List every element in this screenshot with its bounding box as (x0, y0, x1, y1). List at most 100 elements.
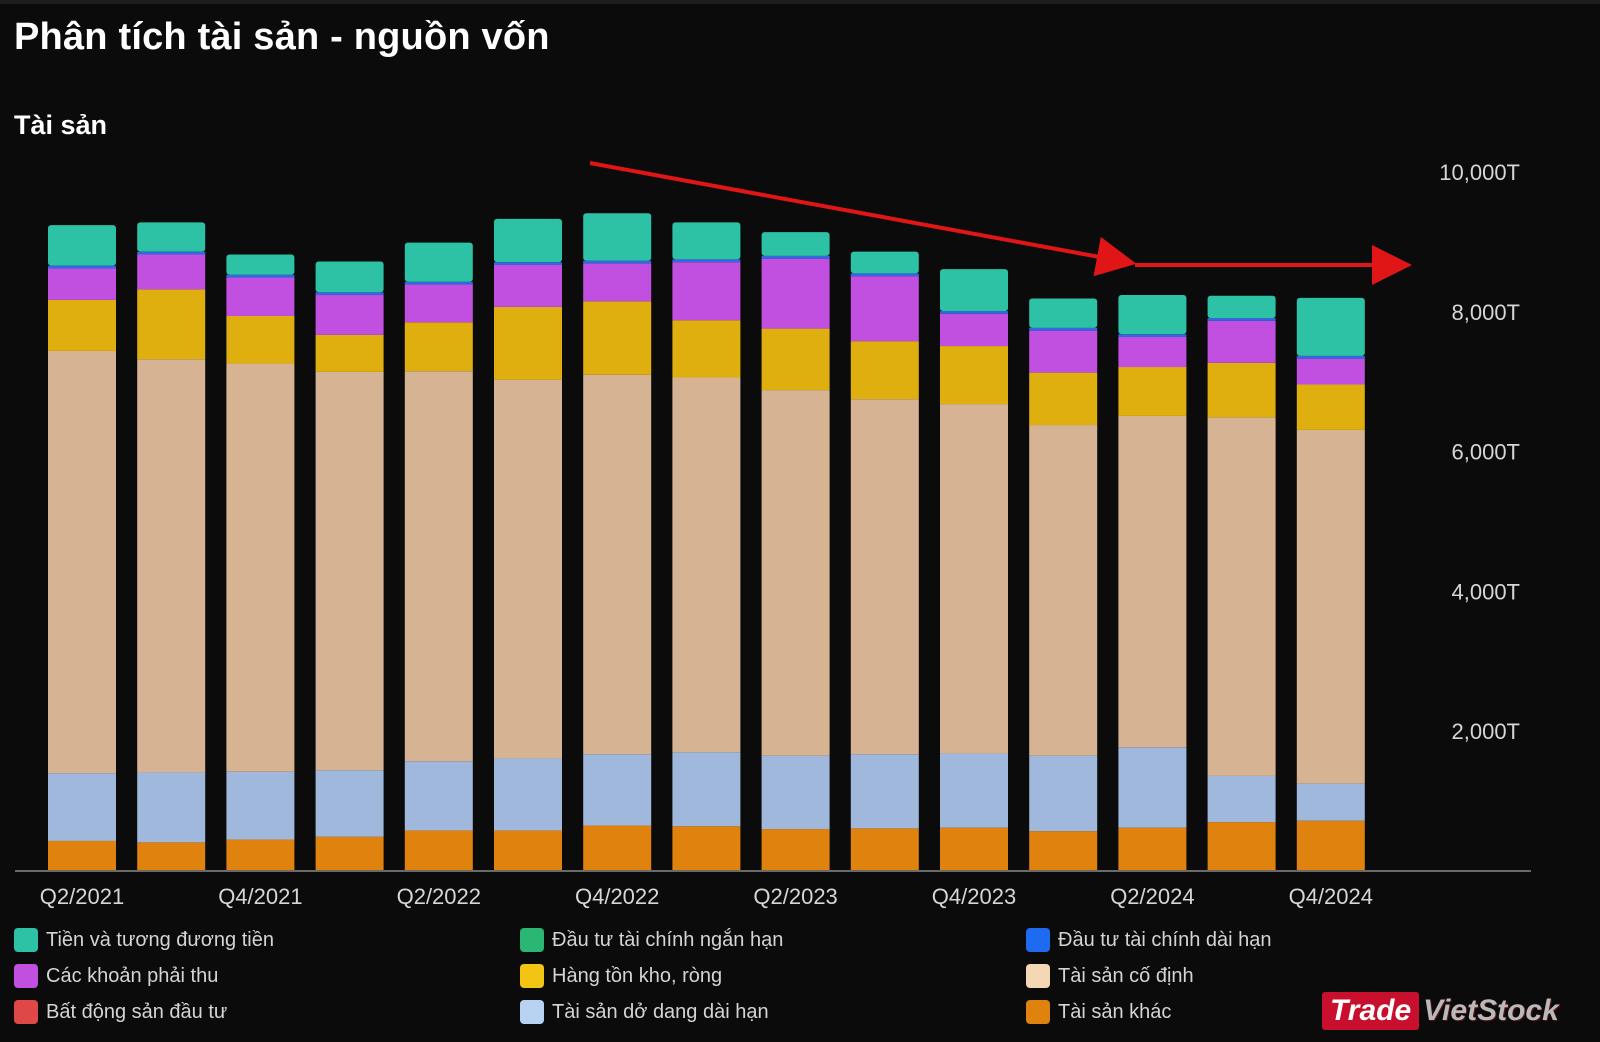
bar-segment[interactable] (494, 758, 562, 831)
bar-stack[interactable] (315, 261, 384, 871)
bar-segment[interactable] (583, 374, 652, 755)
bar-segment[interactable] (48, 225, 116, 266)
bar-stack[interactable] (1207, 295, 1276, 871)
bar-segment[interactable] (404, 761, 473, 831)
legend-item[interactable]: Đầu tư tài chính dài hạn (1026, 928, 1272, 952)
bar-stack[interactable] (583, 213, 652, 871)
legend-item[interactable]: Đầu tư tài chính ngắn hạn (520, 928, 783, 952)
bar-segment[interactable] (404, 371, 473, 762)
bar-segment[interactable] (761, 390, 830, 756)
bar-segment[interactable] (137, 254, 206, 290)
bar-segment[interactable] (315, 334, 384, 372)
bar-segment[interactable] (1029, 372, 1098, 426)
bar-segment[interactable] (672, 377, 741, 753)
bar-segment[interactable] (940, 827, 1008, 871)
bar-segment[interactable] (850, 828, 919, 871)
bar-segment[interactable] (940, 311, 1008, 314)
bar-segment[interactable] (404, 242, 473, 282)
bar-segment[interactable] (583, 263, 652, 302)
bar-segment[interactable] (1118, 334, 1187, 337)
bar-segment[interactable] (494, 830, 562, 871)
bar-segment[interactable] (672, 826, 741, 871)
bar-segment[interactable] (1029, 425, 1098, 756)
legend-item[interactable]: Bất động sản đầu tư (14, 1000, 227, 1024)
bar-segment[interactable] (583, 213, 652, 261)
bar-segment[interactable] (1029, 327, 1098, 331)
bar-segment[interactable] (137, 842, 206, 871)
bar-segment[interactable] (672, 222, 741, 260)
bar-segment[interactable] (315, 371, 384, 771)
bar-segment[interactable] (315, 261, 384, 293)
bar-segment[interactable] (1029, 831, 1098, 871)
bar-segment[interactable] (940, 346, 1008, 405)
bar-stack[interactable] (404, 242, 473, 871)
bar-segment[interactable] (137, 772, 206, 843)
bar-segment[interactable] (404, 281, 473, 285)
bar-segment[interactable] (761, 255, 830, 259)
bar-segment[interactable] (494, 262, 562, 265)
bar-stack[interactable] (1296, 297, 1365, 871)
bar-segment[interactable] (672, 752, 741, 827)
bar-segment[interactable] (672, 259, 741, 263)
bar-stack[interactable] (137, 222, 206, 871)
bar-segment[interactable] (583, 825, 652, 871)
bar-segment[interactable] (48, 299, 116, 351)
bar-segment[interactable] (850, 273, 919, 277)
bar-stack[interactable] (48, 225, 116, 871)
bar-stack[interactable] (1029, 298, 1098, 871)
bar-segment[interactable] (315, 836, 384, 871)
bar-segment[interactable] (1296, 429, 1365, 784)
bar-segment[interactable] (1296, 297, 1365, 356)
bar-segment[interactable] (404, 284, 473, 323)
bar-segment[interactable] (1029, 298, 1098, 328)
bar-segment[interactable] (1118, 747, 1187, 828)
bar-segment[interactable] (137, 359, 206, 773)
bar-segment[interactable] (1296, 820, 1365, 871)
bar-segment[interactable] (761, 829, 830, 871)
bar-segment[interactable] (494, 264, 562, 307)
bar-segment[interactable] (1118, 367, 1187, 416)
bar-segment[interactable] (850, 754, 919, 829)
bar-segment[interactable] (1207, 775, 1276, 823)
bar-segment[interactable] (404, 830, 473, 871)
bar-segment[interactable] (48, 840, 116, 871)
bar-segment[interactable] (48, 265, 116, 269)
bar-segment[interactable] (315, 292, 384, 296)
bar-segment[interactable] (672, 262, 741, 321)
bar-segment[interactable] (1207, 320, 1276, 363)
bar-segment[interactable] (48, 773, 116, 841)
bar-segment[interactable] (404, 322, 473, 372)
legend-item[interactable]: Tài sản cố định (1026, 964, 1194, 988)
bar-segment[interactable] (48, 350, 116, 774)
bar-segment[interactable] (1118, 415, 1187, 748)
bar-segment[interactable] (761, 755, 830, 830)
bar-segment[interactable] (48, 268, 116, 300)
bar-segment[interactable] (226, 771, 295, 840)
bar-segment[interactable] (315, 770, 384, 837)
bar-stack[interactable] (850, 251, 919, 871)
bar-segment[interactable] (1296, 358, 1365, 385)
bar-segment[interactable] (137, 251, 206, 255)
bar-segment[interactable] (1296, 355, 1365, 359)
bar-segment[interactable] (1029, 330, 1098, 373)
bar-segment[interactable] (1207, 362, 1276, 418)
bar-segment[interactable] (1207, 295, 1276, 319)
bar-segment[interactable] (1207, 822, 1276, 871)
legend-item[interactable]: Các khoản phải thu (14, 964, 218, 988)
bar-segment[interactable] (1118, 336, 1187, 368)
legend-item[interactable]: Tiền và tương đương tiền (14, 928, 274, 952)
bar-stack[interactable] (226, 254, 295, 871)
bar-segment[interactable] (137, 222, 206, 252)
bar-segment[interactable] (850, 276, 919, 342)
bar-segment[interactable] (940, 404, 1008, 754)
bar-segment[interactable] (672, 320, 741, 378)
bar-segment[interactable] (850, 399, 919, 755)
bar-segment[interactable] (583, 260, 652, 264)
bar-stack[interactable] (761, 232, 830, 871)
bar-stack[interactable] (672, 222, 741, 871)
bar-segment[interactable] (226, 274, 295, 278)
legend-item[interactable]: Tài sản dở dang dài hạn (520, 1000, 769, 1024)
bar-stack[interactable] (1118, 295, 1187, 871)
bar-segment[interactable] (583, 301, 652, 375)
bar-segment[interactable] (1118, 827, 1187, 871)
